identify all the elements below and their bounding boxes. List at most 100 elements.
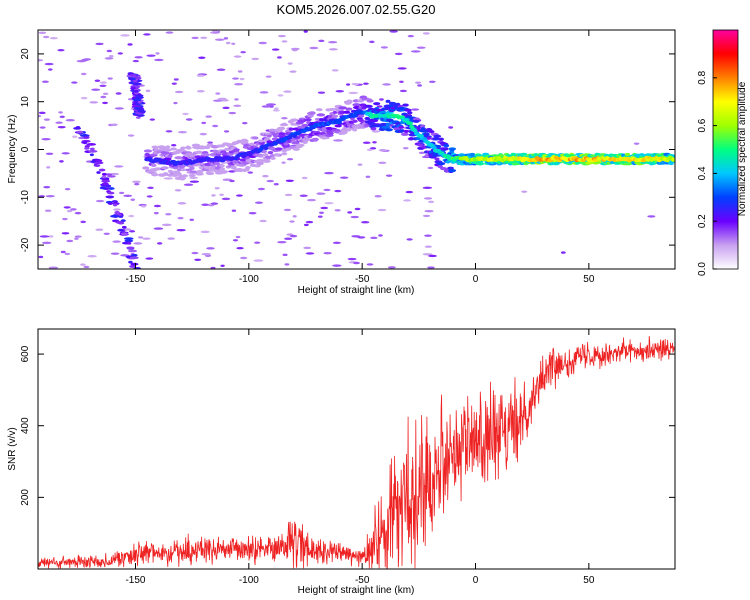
spectrogram-cell	[287, 62, 293, 65]
spectrogram-cell	[403, 129, 409, 133]
spectrogram-cell	[180, 146, 186, 150]
spectrogram-cell	[316, 192, 323, 195]
spectrogram-cell	[324, 171, 334, 175]
spectrogram-cell	[108, 55, 114, 58]
spectrogram-cell	[138, 236, 144, 239]
spectrogram-cell	[183, 183, 194, 186]
spectrogram-cell	[191, 36, 199, 40]
spectrogram-cell	[134, 56, 143, 59]
colorbar-label: Normalized spectral amplitude	[737, 81, 748, 216]
spectrogram-cell	[424, 209, 434, 213]
spectrogram-cell	[235, 235, 241, 239]
spectrogram-cell	[83, 58, 92, 61]
spectrogram-cell	[114, 210, 120, 214]
spectrogram-cell	[362, 141, 371, 144]
spectrogram-cell	[129, 265, 136, 268]
spectrogram-cell	[520, 152, 528, 156]
spectrogram-cell	[259, 219, 267, 223]
spectrogram-cell	[407, 121, 413, 126]
spectrogram-cell	[133, 90, 139, 93]
spectrogram-cell	[315, 108, 323, 112]
spectrogram-cell	[213, 161, 221, 166]
spectrogram-cell	[346, 83, 351, 86]
spectrogram-cell	[127, 249, 138, 253]
spectrogram-cell	[412, 117, 420, 121]
spectrogram-cell	[182, 112, 189, 116]
spectrogram-cell	[86, 142, 97, 146]
spectrogram-cell	[132, 79, 138, 83]
spectrogram-cell	[272, 109, 280, 112]
spectrogram-cell	[206, 171, 215, 176]
spectrogram-cell	[318, 39, 325, 43]
spectrogram-cell	[60, 250, 66, 254]
spectrogram-cell	[206, 247, 215, 250]
spectrogram-cell	[127, 241, 132, 245]
spectrogram-cell	[352, 119, 358, 123]
spectrogram-cell	[295, 143, 305, 147]
spectrogram-cell	[475, 162, 485, 166]
spectrogram-cell	[120, 232, 129, 236]
spectrogram-cell	[205, 115, 212, 118]
spectrogram-cell	[39, 126, 46, 129]
spectrogram-cell	[43, 118, 51, 121]
spectrogram-cell	[358, 114, 365, 118]
spectrogram-cell	[63, 206, 71, 209]
spectrogram-cell	[285, 179, 294, 182]
spectrogram-cell	[194, 150, 203, 154]
spectrogram-cell	[262, 159, 271, 163]
spectrogram-cell	[83, 265, 90, 269]
colorbar-gradient	[712, 29, 739, 270]
spectrogram-cell	[443, 144, 450, 148]
spectrogram-cell	[242, 121, 248, 125]
spectrogram-cell	[137, 114, 145, 117]
spectrogram-cell	[283, 208, 292, 212]
spectrogram-cell	[90, 147, 95, 151]
spectrogram-cell	[150, 163, 157, 167]
spectrogram-cell	[245, 165, 251, 170]
spectrogram-cell	[213, 99, 223, 102]
spectrogram-cell	[155, 52, 160, 55]
spectrogram-cell	[104, 57, 114, 60]
spectrogram-cell	[134, 182, 140, 186]
spectrogram-cell	[262, 153, 269, 157]
spectrogram-cell	[117, 52, 124, 55]
spectrogram-cell	[262, 174, 269, 178]
spectrogram-cell	[347, 257, 357, 261]
spectrogram-cell	[385, 122, 391, 126]
spectrogram-cell	[129, 256, 139, 260]
spectrogram-cell	[147, 186, 154, 190]
spectrogram-cell	[185, 118, 193, 121]
spectrogram-cell	[424, 234, 432, 237]
spectrogram-cell	[265, 75, 272, 78]
spectrogram-cell	[348, 91, 359, 95]
spectrogram-cell	[432, 137, 440, 141]
spectrogram-cell	[107, 202, 114, 205]
spectrogram-cell	[167, 237, 175, 240]
spectrogram-cell	[273, 153, 281, 157]
spectrogram-cell	[176, 228, 186, 232]
spectrogram-cell	[281, 40, 288, 43]
spectrogram-cell	[291, 141, 300, 145]
spectrogram-cell	[188, 173, 196, 178]
spectrogram-cell	[248, 142, 255, 146]
spectrogram-cell	[134, 106, 141, 110]
spectrogram-cell	[71, 81, 78, 84]
spectrogram-cell	[191, 251, 199, 255]
spectrogram-cell	[95, 199, 105, 203]
spectrogram-cell	[357, 163, 363, 166]
spectrogram-cell	[83, 136, 90, 139]
spectrogram-cell	[203, 165, 213, 170]
spectrogram-cell	[226, 152, 234, 156]
colorbar: 0.0 0.2 0.4 0.6 0.8 Normalized spectral ampl…	[697, 29, 748, 276]
spectrogram-cell	[88, 149, 98, 153]
spectrogram-cell	[265, 103, 276, 106]
spectrogram-cell	[319, 211, 324, 215]
spectrogram-cell	[277, 94, 284, 97]
spectrogram-cell	[413, 119, 420, 123]
spectrogram-cell	[121, 225, 127, 229]
spectrogram-cell	[277, 56, 282, 59]
spectrogram-cell	[119, 191, 125, 195]
spectrogram-cell	[132, 180, 141, 183]
colorbar-tick-label: 0.4	[697, 166, 708, 180]
spectrogram-cell	[102, 172, 107, 176]
